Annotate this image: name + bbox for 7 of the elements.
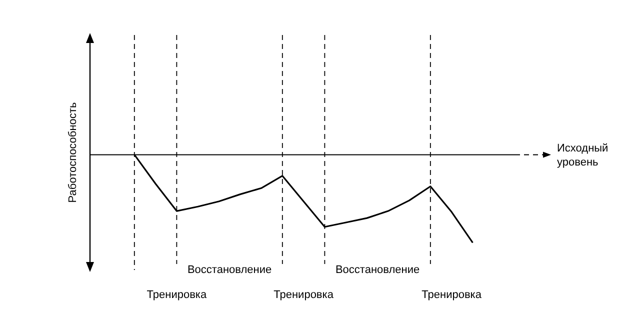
text: Восстановление [170,264,290,276]
x-tick-label: Тренировка [146,288,208,301]
text: Восстановление [318,264,438,276]
x-tick-label: Тренировка [422,288,482,301]
ref-line-label: Исходный уровень [557,142,608,169]
y-axis-title: Работоспособность [66,102,79,203]
x-tick-label: Тренировка [274,288,334,301]
